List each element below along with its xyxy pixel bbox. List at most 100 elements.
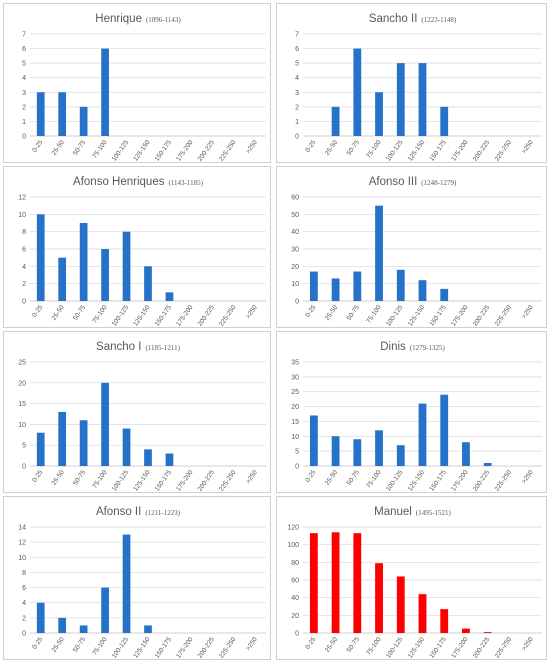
y-tick-label: 0 — [22, 464, 26, 471]
chart-title: Afonso Henriques (1143-1185) — [73, 176, 204, 188]
x-tick-label: 75-100 — [365, 304, 383, 325]
x-tick-label: 75-100 — [91, 636, 109, 657]
bar-150-175 — [440, 106, 449, 136]
y-tick-label: 0 — [22, 631, 26, 638]
bar-0-25 — [36, 602, 45, 633]
y-tick-label: 10 — [18, 212, 26, 219]
bar-100-125 — [396, 576, 405, 633]
chart-svg: Sancho II (1223-1148) 0 1 2 3 4 5 6 7 0-25 25-50 50-… — [295, 13, 542, 163]
chart-title: Afonso III (1248-1279) — [369, 176, 457, 188]
x-tick-label: 100-125 — [385, 469, 405, 493]
y-tick-label: 4 — [22, 264, 26, 271]
chart-title-range: (1185-1211) — [145, 344, 180, 352]
x-tick-label: 225-250 — [494, 304, 514, 328]
x-tick-label: 50-75 — [346, 636, 361, 654]
x-tick-label: 75-100 — [365, 469, 383, 490]
x-tick-label: >250 — [521, 139, 535, 155]
x-tick-label: 25-50 — [51, 304, 66, 322]
chart-panel-henrique: Henrique (1096-1143) 0 1 2 3 4 5 6 7 0-25 25-50 50-7… — [3, 3, 271, 163]
y-tick-label: 80 — [291, 560, 299, 567]
bar-150-175 — [440, 609, 449, 633]
bar-25-50 — [58, 617, 67, 633]
x-tick-label: 150-175 — [428, 304, 448, 328]
x-tick-label: 25-50 — [324, 636, 339, 654]
x-tick-label: 125-150 — [407, 636, 427, 660]
chart-title-range: (1223-1148) — [421, 16, 456, 24]
x-tick-label: >250 — [245, 469, 259, 485]
x-tick-label: >250 — [521, 469, 535, 485]
x-tick-label: 175-200 — [175, 636, 195, 660]
x-tick-label: 100-125 — [385, 636, 405, 660]
chart-title: Afonso II (1211-1223) — [96, 506, 181, 518]
x-tick-label: 125-150 — [132, 469, 152, 493]
bar-0-25 — [36, 432, 45, 466]
x-tick-label: 175-200 — [450, 304, 470, 328]
y-tick-label: 20 — [18, 380, 26, 387]
chart-title-name: Henrique — [95, 13, 142, 25]
bar-100-125 — [122, 428, 131, 466]
chart-panel-afonso-henriques: Afonso Henriques (1143-1185) 0 2 4 6 8 10 12 0-25… — [3, 166, 271, 328]
bar-0-25 — [309, 415, 318, 466]
chart-title-name: Afonso Henriques — [73, 176, 165, 188]
x-tick-label: 0-25 — [304, 139, 317, 154]
chart-panel-afonso-iii: Afonso III (1248-1279) 0 10 20 30 40 50 60 0-25 25… — [276, 166, 547, 328]
x-tick-label: 100-125 — [111, 636, 131, 660]
y-tick-label: 7 — [295, 32, 299, 39]
bar-100-125 — [396, 445, 405, 466]
x-tick-label: 25-50 — [324, 139, 339, 157]
y-tick-label: 10 — [291, 281, 299, 288]
chart-title: Dinis (1279-1325) — [380, 341, 445, 353]
x-tick-label: 125-150 — [132, 636, 152, 660]
x-tick-label: 100-125 — [385, 304, 405, 328]
x-tick-label: 200-225 — [197, 636, 217, 660]
chart-title: Sancho II (1223-1148) — [369, 13, 457, 25]
bar-0-25 — [309, 271, 318, 301]
y-tick-label: 40 — [291, 229, 299, 236]
x-tick-label: 50-75 — [72, 304, 87, 322]
x-tick-label: 175-200 — [175, 139, 195, 163]
x-tick-label: 75-100 — [365, 139, 383, 160]
bar-75-100 — [101, 48, 109, 137]
chart-title-name: Sancho II — [369, 13, 418, 25]
bar-25-50 — [331, 436, 340, 466]
y-tick-label: 0 — [295, 464, 299, 471]
bar-50-75 — [79, 223, 88, 301]
x-tick-label: 200-225 — [197, 469, 217, 493]
y-tick-label: 2 — [22, 281, 26, 288]
x-tick-label: 200-225 — [472, 304, 492, 328]
y-tick-label: 60 — [291, 578, 299, 585]
y-tick-label: 0 — [22, 299, 26, 306]
bar-175-200 — [462, 628, 470, 633]
y-tick-label: 0 — [295, 134, 299, 141]
x-tick-label: 225-250 — [494, 636, 514, 660]
x-tick-label: 125-150 — [407, 304, 427, 328]
y-tick-label: 3 — [295, 90, 299, 97]
y-tick-label: 20 — [291, 264, 299, 271]
y-tick-label: 6 — [22, 46, 26, 53]
chart-svg: Sancho I (1185-1211) 0 5 10 15 20 25 0-25 25-50 50… — [18, 341, 266, 493]
y-tick-label: 6 — [295, 46, 299, 53]
x-tick-label: 225-250 — [218, 304, 238, 328]
y-tick-label: 10 — [18, 422, 26, 429]
chart-title: Henrique (1096-1143) — [95, 13, 181, 25]
y-tick-label: 3 — [22, 90, 26, 97]
x-tick-label: >250 — [245, 139, 259, 155]
y-tick-label: 8 — [22, 570, 26, 577]
chart-title-name: Afonso II — [96, 506, 141, 518]
y-tick-label: 6 — [22, 585, 26, 592]
bar-125-150 — [418, 280, 427, 301]
y-tick-label: 8 — [22, 229, 26, 236]
bar-25-50 — [331, 532, 340, 633]
x-tick-label: 75-100 — [365, 636, 383, 657]
y-tick-label: 25 — [291, 389, 299, 396]
y-tick-label: 5 — [22, 443, 26, 450]
bar-125-150 — [144, 449, 152, 466]
chart-title-range: (1495-1521) — [416, 509, 452, 517]
y-tick-label: 2 — [22, 104, 26, 111]
y-tick-label: 10 — [18, 555, 26, 562]
x-tick-label: >250 — [521, 636, 535, 652]
y-tick-label: 35 — [291, 360, 299, 367]
chart-title-range: (1143-1185) — [168, 179, 203, 187]
y-tick-label: 15 — [18, 401, 26, 408]
x-tick-label: 25-50 — [51, 139, 66, 157]
